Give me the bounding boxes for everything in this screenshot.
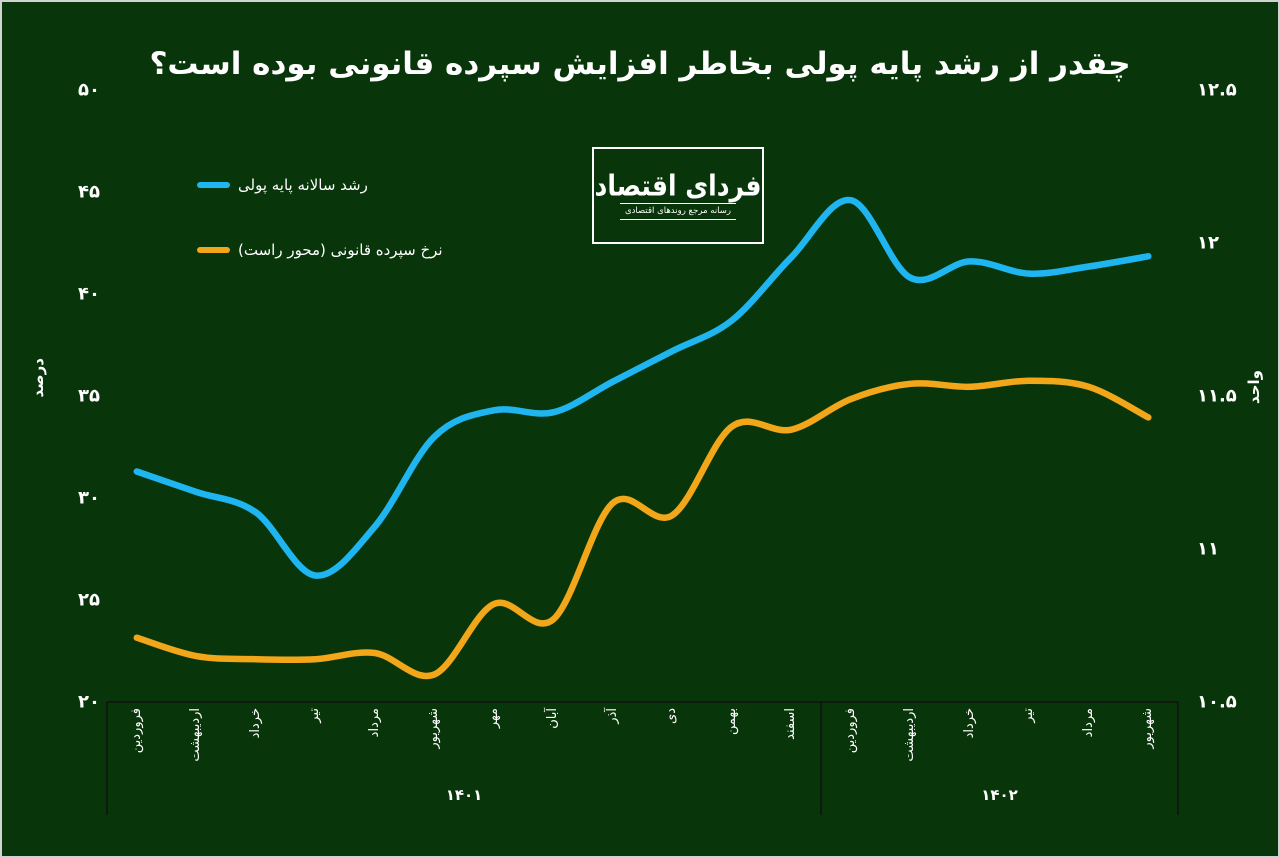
- right-tick-label: ۱۰.۵: [1197, 691, 1237, 713]
- chart-title: چقدر از رشد پایه پولی بخاطر افزایش سپرده…: [149, 46, 1131, 82]
- right-tick-label: ۱۱: [1197, 538, 1219, 560]
- right-tick-label: ۱۱.۵: [1197, 385, 1237, 407]
- month-tick-label: تیر: [307, 708, 323, 723]
- series-line-reserve-rate: [133, 377, 1152, 680]
- logo-wordmark: فردای اقتصاد: [594, 168, 762, 203]
- left-tick-label: ۲۵: [78, 589, 100, 611]
- month-tick-label: بهمن: [723, 708, 739, 736]
- month-tick-label: مرداد: [1080, 708, 1096, 738]
- left-tick-label: ۳۵: [78, 385, 100, 407]
- left-tick-label: ۵۰: [78, 79, 100, 101]
- month-tick-label: اردیبهشت: [188, 708, 204, 762]
- month-tick-label: آذر: [604, 708, 620, 724]
- month-tick-label: اردیبهشت: [902, 708, 918, 762]
- right-tick-label: ۱۲.۵: [1197, 79, 1237, 101]
- legend-swatch-orange-icon: [197, 247, 230, 253]
- left-tick-label: ۴۰: [78, 283, 100, 305]
- month-tick-label: مهر: [485, 708, 501, 729]
- month-tick-label: دی: [664, 708, 680, 724]
- left-tick-label: ۴۵: [78, 181, 100, 203]
- month-tick-label: خرداد: [247, 708, 263, 739]
- month-tick-label: تیر: [1021, 708, 1037, 723]
- legend-label-reserve-rate: نرخ سپرده قانونی (محور راست): [238, 241, 443, 259]
- month-tick-label: اسفند: [783, 708, 799, 740]
- legend-label-monetary-base: رشد سالانه پایه پولی: [238, 176, 368, 194]
- logo-tagline: رسانه مرجع روندهای اقتصادی: [619, 203, 737, 220]
- month-tick-label: فروردین: [842, 708, 858, 754]
- legend-swatch-blue-icon: [197, 182, 230, 188]
- month-tick-label: فروردین: [128, 708, 144, 754]
- month-tick-label: خرداد: [961, 708, 977, 739]
- left-tick-label: ۳۰: [78, 487, 100, 509]
- month-tick-label: شهریور: [426, 708, 442, 749]
- year-label: ۱۴۰۱: [445, 786, 483, 804]
- month-tick-label: مرداد: [366, 708, 382, 738]
- legend-item-reserve-rate: نرخ سپرده قانونی (محور راست): [197, 241, 443, 259]
- month-tick-label: آبان: [545, 708, 561, 729]
- legend-item-monetary-base: رشد سالانه پایه پولی: [197, 176, 368, 194]
- month-tick-label: شهریور: [1140, 708, 1156, 749]
- year-label: ۱۴۰۲: [981, 786, 1018, 804]
- fardaye-eghtesad-logo: فردای اقتصاد رسانه مرجع روندهای اقتصادی: [592, 147, 764, 244]
- left-tick-label: ۲۰: [78, 691, 100, 713]
- right-tick-label: ۱۲: [1197, 232, 1219, 254]
